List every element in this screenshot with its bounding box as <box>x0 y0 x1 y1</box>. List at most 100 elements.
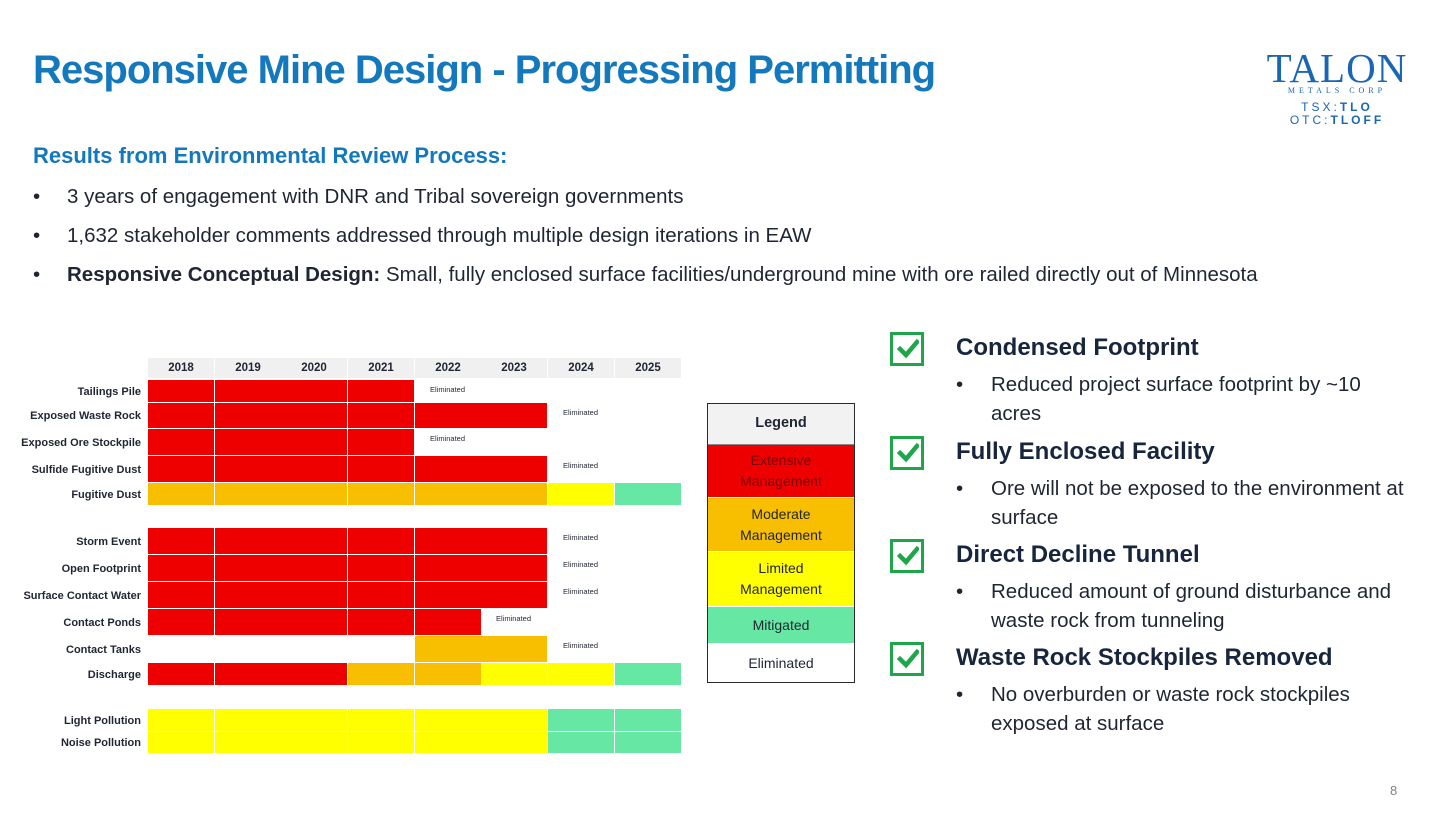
year-header: 2020 <box>281 358 347 378</box>
matrix-cell <box>415 609 482 636</box>
logo-name: TALON <box>1266 45 1408 91</box>
matrix-cell <box>148 483 215 506</box>
matrix-cell <box>348 380 415 403</box>
legend-box: Legend Extensive Management Moderate Mana… <box>707 403 855 683</box>
talon-logo: TALON METALS CORP TSX:TLO OTC:TLOFF <box>1266 48 1408 127</box>
matrix-cell <box>415 528 482 555</box>
bullet-item: 3 years of engagement with DNR and Triba… <box>33 184 1258 223</box>
matrix-cell <box>281 483 348 506</box>
check-title: Condensed Footprint <box>956 334 1199 361</box>
checkbox-checked-icon <box>890 332 924 366</box>
matrix-cell <box>548 732 615 754</box>
matrix-cell <box>348 555 415 582</box>
matrix-cell <box>348 456 415 483</box>
year-header: 2022 <box>415 358 481 378</box>
row-label: Tailings Pile <box>77 385 141 398</box>
row-label: Storm Event <box>76 535 141 548</box>
matrix-cell <box>215 429 282 456</box>
matrix-cell <box>215 709 282 732</box>
matrix-cell <box>615 663 682 686</box>
year-header: 2025 <box>615 358 681 378</box>
matrix-cell <box>615 709 682 732</box>
matrix-cell <box>148 380 215 403</box>
check-description: Ore will not be exposed to the environme… <box>956 474 1406 532</box>
matrix-cell <box>148 732 215 754</box>
matrix-cell <box>481 636 548 663</box>
ticker-tsx-symbol: TLO <box>1339 100 1373 114</box>
page-number: 8 <box>1390 783 1398 798</box>
matrix-cell <box>348 732 415 754</box>
matrix-cell <box>215 582 282 609</box>
matrix-cell <box>215 380 282 403</box>
bullet-text: 3 years of engagement with DNR and Triba… <box>67 185 684 208</box>
row-label: Fugitive Dust <box>71 488 141 501</box>
matrix-cell <box>481 732 548 754</box>
check-description: Reduced amount of ground disturbance and… <box>956 577 1406 635</box>
matrix-cell <box>215 403 282 429</box>
matrix-cell <box>148 663 215 686</box>
eliminated-label: Eliminated <box>563 461 599 470</box>
matrix-cell <box>415 555 482 582</box>
check-title: Waste Rock Stockpiles Removed <box>956 644 1333 671</box>
year-header: 2021 <box>348 358 414 378</box>
matrix-cell <box>615 732 682 754</box>
matrix-cell <box>281 582 348 609</box>
matrix-cell <box>148 403 215 429</box>
matrix-cell <box>348 582 415 609</box>
row-label: Contact Tanks <box>66 643 141 656</box>
matrix-cell <box>281 429 348 456</box>
checkbox-checked-icon <box>890 436 924 470</box>
matrix-cell <box>281 732 348 754</box>
matrix-cell <box>415 483 482 506</box>
eliminated-label: Eliminated <box>563 560 599 569</box>
matrix-cell <box>415 663 482 686</box>
check-description: No overburden or waste rock stockpiles e… <box>956 680 1406 738</box>
matrix-cell <box>281 555 348 582</box>
legend-item: Extensive Management <box>708 445 854 498</box>
check-description: Reduced project surface footprint by ~10… <box>956 370 1406 428</box>
management-matrix: 2018 2019 2020 2021 2022 2023 2024 2025 Tailings… <box>0 0 700 780</box>
matrix-cell <box>281 456 348 483</box>
matrix-cell <box>215 732 282 754</box>
matrix-cell <box>348 429 415 456</box>
matrix-cell <box>415 403 482 429</box>
matrix-cell <box>281 380 348 403</box>
matrix-cell <box>348 483 415 506</box>
row-label: Contact Ponds <box>63 616 141 629</box>
bullet-item: Responsive Conceptual Design: Small, ful… <box>33 262 1258 301</box>
matrix-cell <box>481 403 548 429</box>
intro-bullets: 3 years of engagement with DNR and Triba… <box>33 184 1258 301</box>
legend-item: Moderate Management <box>708 498 854 552</box>
matrix-cell <box>481 709 548 732</box>
check-title: Fully Enclosed Facility <box>956 438 1215 465</box>
row-label: Light Pollution <box>64 714 141 727</box>
row-label: Surface Contact Water <box>23 589 141 602</box>
logo-subtitle: METALS CORP <box>1287 86 1387 95</box>
row-label: Open Footprint <box>61 562 141 575</box>
matrix-cell <box>281 403 348 429</box>
eliminated-label: Eliminated <box>563 587 599 596</box>
ticker-otc-symbol: TLOFF <box>1330 113 1385 127</box>
section-heading: Results from Environmental Review Proces… <box>33 143 508 168</box>
matrix-cell <box>148 528 215 555</box>
eliminated-label: Eliminated <box>563 641 599 650</box>
matrix-cell <box>215 483 282 506</box>
matrix-cell <box>215 609 282 636</box>
legend-item: Limited Management <box>708 552 854 607</box>
eliminated-label: Eliminated <box>496 614 532 623</box>
checkbox-checked-icon <box>890 539 924 573</box>
legend-item: Eliminated <box>708 644 854 682</box>
matrix-cell <box>281 609 348 636</box>
matrix-cell <box>215 663 282 686</box>
legend-item: Mitigated <box>708 607 854 644</box>
matrix-cell <box>481 483 548 506</box>
matrix-cell <box>148 555 215 582</box>
check-title: Direct Decline Tunnel <box>956 541 1200 568</box>
matrix-cell <box>281 528 348 555</box>
matrix-cell <box>148 429 215 456</box>
matrix-cell <box>415 732 482 754</box>
eliminated-label: Eliminated <box>563 408 599 417</box>
checkbox-checked-icon <box>890 642 924 676</box>
matrix-cell <box>615 483 682 506</box>
matrix-cell <box>415 456 482 483</box>
